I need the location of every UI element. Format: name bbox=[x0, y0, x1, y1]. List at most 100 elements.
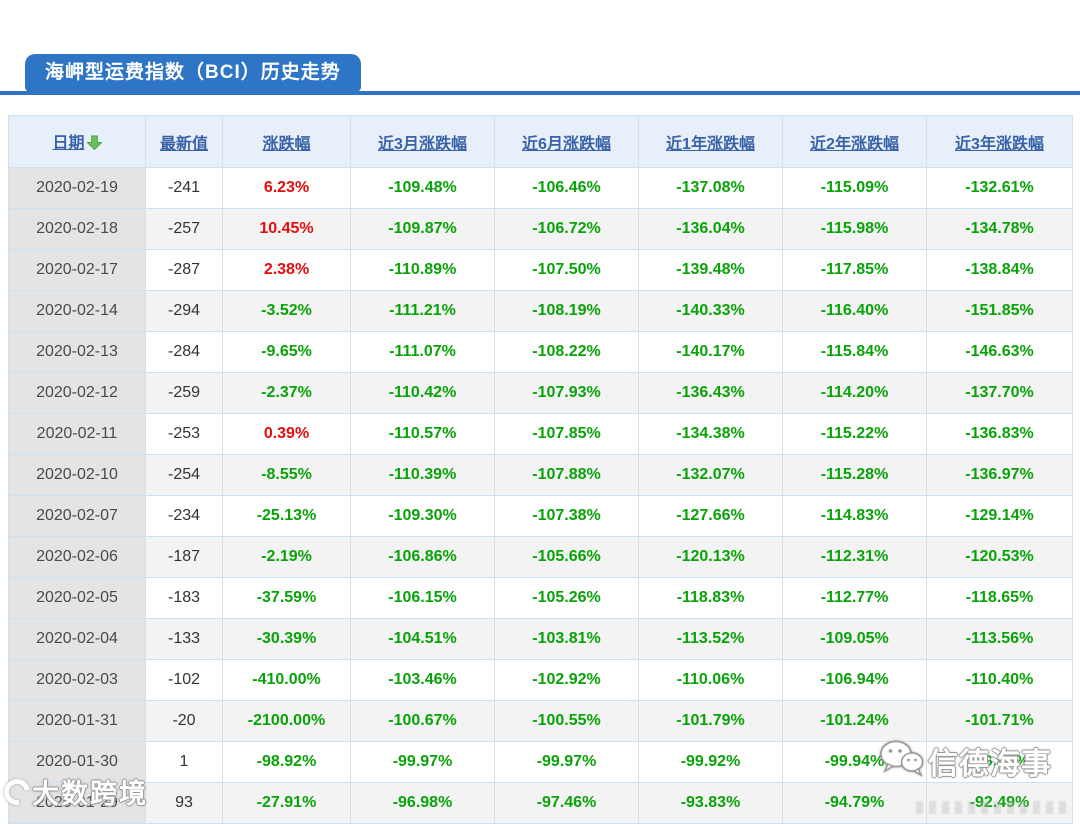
chg3y-pct-cell: -129.14% bbox=[926, 495, 1073, 537]
latest-value-cell: -234 bbox=[145, 495, 223, 537]
chg2y-pct-cell: -114.20% bbox=[782, 372, 927, 414]
chg3y-pct-cell: -99.92% bbox=[926, 741, 1073, 783]
chg3y-pct-cell: -151.85% bbox=[926, 290, 1073, 332]
chg3m-pct-cell: -99.97% bbox=[350, 741, 495, 783]
chg2y-pct-cell: -99.94% bbox=[782, 741, 927, 783]
chg3m-pct-cell: -104.51% bbox=[350, 618, 495, 660]
table-row: 2020-02-11 -253 0.39% -110.57% -107.85% -134.… bbox=[8, 413, 1073, 455]
sort-desc-arrow-icon bbox=[85, 134, 103, 154]
table-row: 2020-01-31 -20 -2100.00% -100.67% -100.55% -1… bbox=[8, 700, 1073, 742]
date-cell: 2020-02-12 bbox=[8, 372, 146, 414]
column-header-chg6m: 近6月涨跌幅 bbox=[494, 115, 639, 168]
date-cell: 2020-02-06 bbox=[8, 536, 146, 578]
change-pct-cell: 10.45% bbox=[222, 208, 351, 250]
chg2y-pct-cell: -112.77% bbox=[782, 577, 927, 619]
chg3y-pct-cell: -146.63% bbox=[926, 331, 1073, 373]
chg2y-pct-cell: -112.31% bbox=[782, 536, 927, 578]
chg3m-pct-cell: -111.07% bbox=[350, 331, 495, 373]
change-pct-cell: -37.59% bbox=[222, 577, 351, 619]
chg3m-pct-cell: -110.57% bbox=[350, 413, 495, 455]
latest-value-cell: -254 bbox=[145, 454, 223, 496]
chg6m-pct-cell: -107.38% bbox=[494, 495, 639, 537]
chg1y-pct-cell: -93.83% bbox=[638, 782, 783, 824]
chg1y-pct-cell: -120.13% bbox=[638, 536, 783, 578]
latest-value-cell: -133 bbox=[145, 618, 223, 660]
chg3m-pct-cell: -109.87% bbox=[350, 208, 495, 250]
bci-history-table: 日期 最新值 涨跌幅 近3月涨跌幅 近6月涨跌幅 近1年涨跌幅 近2年涨跌幅 近3年涨跌幅 2… bbox=[8, 115, 1073, 824]
column-sort-link-chg6m[interactable]: 近6月涨跌幅 bbox=[522, 135, 611, 153]
column-header-chg1y: 近1年涨跌幅 bbox=[638, 115, 783, 168]
table-row: 2020-02-07 -234 -25.13% -109.30% -107.38% -12… bbox=[8, 495, 1073, 537]
latest-value-cell: -102 bbox=[145, 659, 223, 701]
date-cell: 2020-02-07 bbox=[8, 495, 146, 537]
date-cell: 2020-02-18 bbox=[8, 208, 146, 250]
chg6m-pct-cell: -100.55% bbox=[494, 700, 639, 742]
change-pct-cell: -27.91% bbox=[222, 782, 351, 824]
chg6m-pct-cell: -108.19% bbox=[494, 290, 639, 332]
change-pct-cell: 0.39% bbox=[222, 413, 351, 455]
chg2y-pct-cell: -117.85% bbox=[782, 249, 927, 291]
change-pct-cell: -2.37% bbox=[222, 372, 351, 414]
column-sort-link-chg1y[interactable]: 近1年涨跌幅 bbox=[666, 135, 755, 153]
chg3m-pct-cell: -96.98% bbox=[350, 782, 495, 824]
chg6m-pct-cell: -99.97% bbox=[494, 741, 639, 783]
chg6m-pct-cell: -107.50% bbox=[494, 249, 639, 291]
column-sort-link-latest[interactable]: 最新值 bbox=[159, 135, 208, 153]
chg3m-pct-cell: -109.30% bbox=[350, 495, 495, 537]
date-cell: 2020-01-30 bbox=[8, 741, 146, 783]
latest-value-cell: -287 bbox=[145, 249, 223, 291]
chg3m-pct-cell: -111.21% bbox=[350, 290, 495, 332]
table-row: 2020-02-03 -102 -410.00% -103.46% -102.92% -1… bbox=[8, 659, 1073, 701]
chg1y-pct-cell: -136.04% bbox=[638, 208, 783, 250]
column-sort-link-chg2y[interactable]: 近2年涨跌幅 bbox=[810, 135, 899, 153]
chg1y-pct-cell: -140.33% bbox=[638, 290, 783, 332]
page-title: 海岬型运费指数（BCI）历史走势 bbox=[45, 62, 341, 83]
chg3y-pct-cell: -136.83% bbox=[926, 413, 1073, 455]
chg3m-pct-cell: -109.48% bbox=[350, 167, 495, 209]
chg6m-pct-cell: -107.88% bbox=[494, 454, 639, 496]
chg2y-pct-cell: -109.05% bbox=[782, 618, 927, 660]
latest-value-cell: -284 bbox=[145, 331, 223, 373]
table-row: 2020-02-17 -287 2.38% -110.89% -107.50% -139.… bbox=[8, 249, 1073, 291]
date-cell: 2020-02-13 bbox=[8, 331, 146, 373]
chg1y-pct-cell: -140.17% bbox=[638, 331, 783, 373]
table-row: 2020-01-29 93 -27.91% -96.98% -97.46% -93.83%… bbox=[8, 782, 1073, 824]
chg3m-pct-cell: -110.42% bbox=[350, 372, 495, 414]
date-cell: 2020-01-31 bbox=[8, 700, 146, 742]
chg3y-pct-cell: -118.65% bbox=[926, 577, 1073, 619]
chg2y-pct-cell: -115.84% bbox=[782, 331, 927, 373]
date-cell: 2020-02-10 bbox=[8, 454, 146, 496]
chg2y-pct-cell: -115.98% bbox=[782, 208, 927, 250]
latest-value-cell: 93 bbox=[145, 782, 223, 824]
chg6m-pct-cell: -106.72% bbox=[494, 208, 639, 250]
chg3y-pct-cell: -132.61% bbox=[926, 167, 1073, 209]
chg6m-pct-cell: -105.26% bbox=[494, 577, 639, 619]
table-header-row: 日期 最新值 涨跌幅 近3月涨跌幅 近6月涨跌幅 近1年涨跌幅 近2年涨跌幅 近3年涨跌幅 bbox=[8, 115, 1073, 168]
change-pct-cell: -98.92% bbox=[222, 741, 351, 783]
chg1y-pct-cell: -132.07% bbox=[638, 454, 783, 496]
table-row: 2020-02-14 -294 -3.52% -111.21% -108.19% -140… bbox=[8, 290, 1073, 332]
chg2y-pct-cell: -115.28% bbox=[782, 454, 927, 496]
column-sort-link-chg[interactable]: 涨跌幅 bbox=[262, 135, 311, 153]
date-cell: 2020-02-14 bbox=[8, 290, 146, 332]
chg6m-pct-cell: -97.46% bbox=[494, 782, 639, 824]
change-pct-cell: -25.13% bbox=[222, 495, 351, 537]
change-pct-cell: -3.52% bbox=[222, 290, 351, 332]
chg6m-pct-cell: -107.93% bbox=[494, 372, 639, 414]
date-cell: 2020-02-17 bbox=[8, 249, 146, 291]
column-header-latest: 最新值 bbox=[145, 115, 223, 168]
column-sort-link-date[interactable]: 日期 bbox=[52, 134, 85, 152]
change-pct-cell: -2100.00% bbox=[222, 700, 351, 742]
column-sort-link-chg3m[interactable]: 近3月涨跌幅 bbox=[378, 135, 467, 153]
chg3y-pct-cell: -136.97% bbox=[926, 454, 1073, 496]
change-pct-cell: -2.19% bbox=[222, 536, 351, 578]
page-title-tab: 海岬型运费指数（BCI）历史走势 bbox=[25, 54, 361, 92]
chg6m-pct-cell: -107.85% bbox=[494, 413, 639, 455]
latest-value-cell: -253 bbox=[145, 413, 223, 455]
chg6m-pct-cell: -103.81% bbox=[494, 618, 639, 660]
date-cell: 2020-02-11 bbox=[8, 413, 146, 455]
chg3m-pct-cell: -106.15% bbox=[350, 577, 495, 619]
chg3m-pct-cell: -103.46% bbox=[350, 659, 495, 701]
column-sort-link-chg3y[interactable]: 近3年涨跌幅 bbox=[955, 135, 1044, 153]
chg3m-pct-cell: -110.39% bbox=[350, 454, 495, 496]
